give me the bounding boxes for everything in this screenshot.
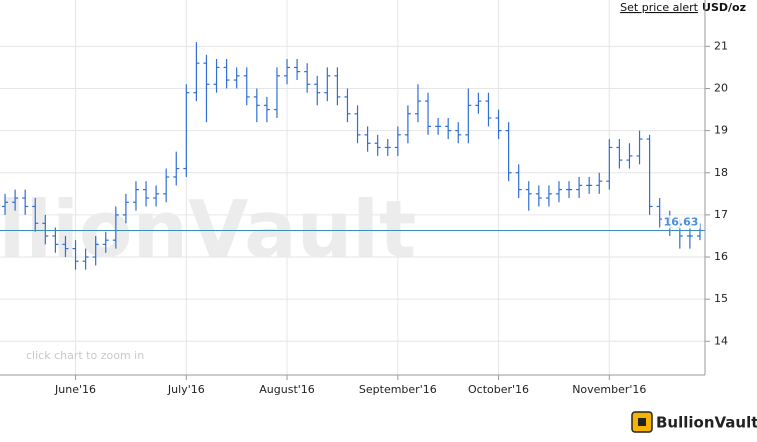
y-tick-label: 14 xyxy=(714,334,728,347)
x-tick-label: September'16 xyxy=(359,383,437,396)
logo-text: BullionVault xyxy=(656,414,757,432)
logo: BullionVault xyxy=(631,411,757,433)
unit-label: USD/oz xyxy=(702,1,746,14)
last-price-label: 16.63 xyxy=(664,215,699,228)
x-tick-label: June'16 xyxy=(54,383,96,396)
x-tick-label: August'16 xyxy=(259,383,315,396)
y-tick-label: 15 xyxy=(714,292,728,305)
y-tick-label: 20 xyxy=(714,81,728,94)
y-tick-label: 19 xyxy=(714,124,728,137)
x-tick-label: November'16 xyxy=(572,383,646,396)
y-tick-label: 17 xyxy=(714,208,728,221)
price-alert-link[interactable]: Set price alert xyxy=(620,1,699,14)
logo-icon-inner xyxy=(638,418,646,426)
x-tick-label: July'16 xyxy=(167,383,205,396)
last-price-box xyxy=(662,215,700,229)
zoom-hint: click chart to zoom in xyxy=(26,349,144,362)
y-tick-label: 21 xyxy=(714,39,728,52)
y-tick-label: 16 xyxy=(714,250,728,263)
y-tick-label: 18 xyxy=(714,166,728,179)
x-tick-label: October'16 xyxy=(468,383,529,396)
